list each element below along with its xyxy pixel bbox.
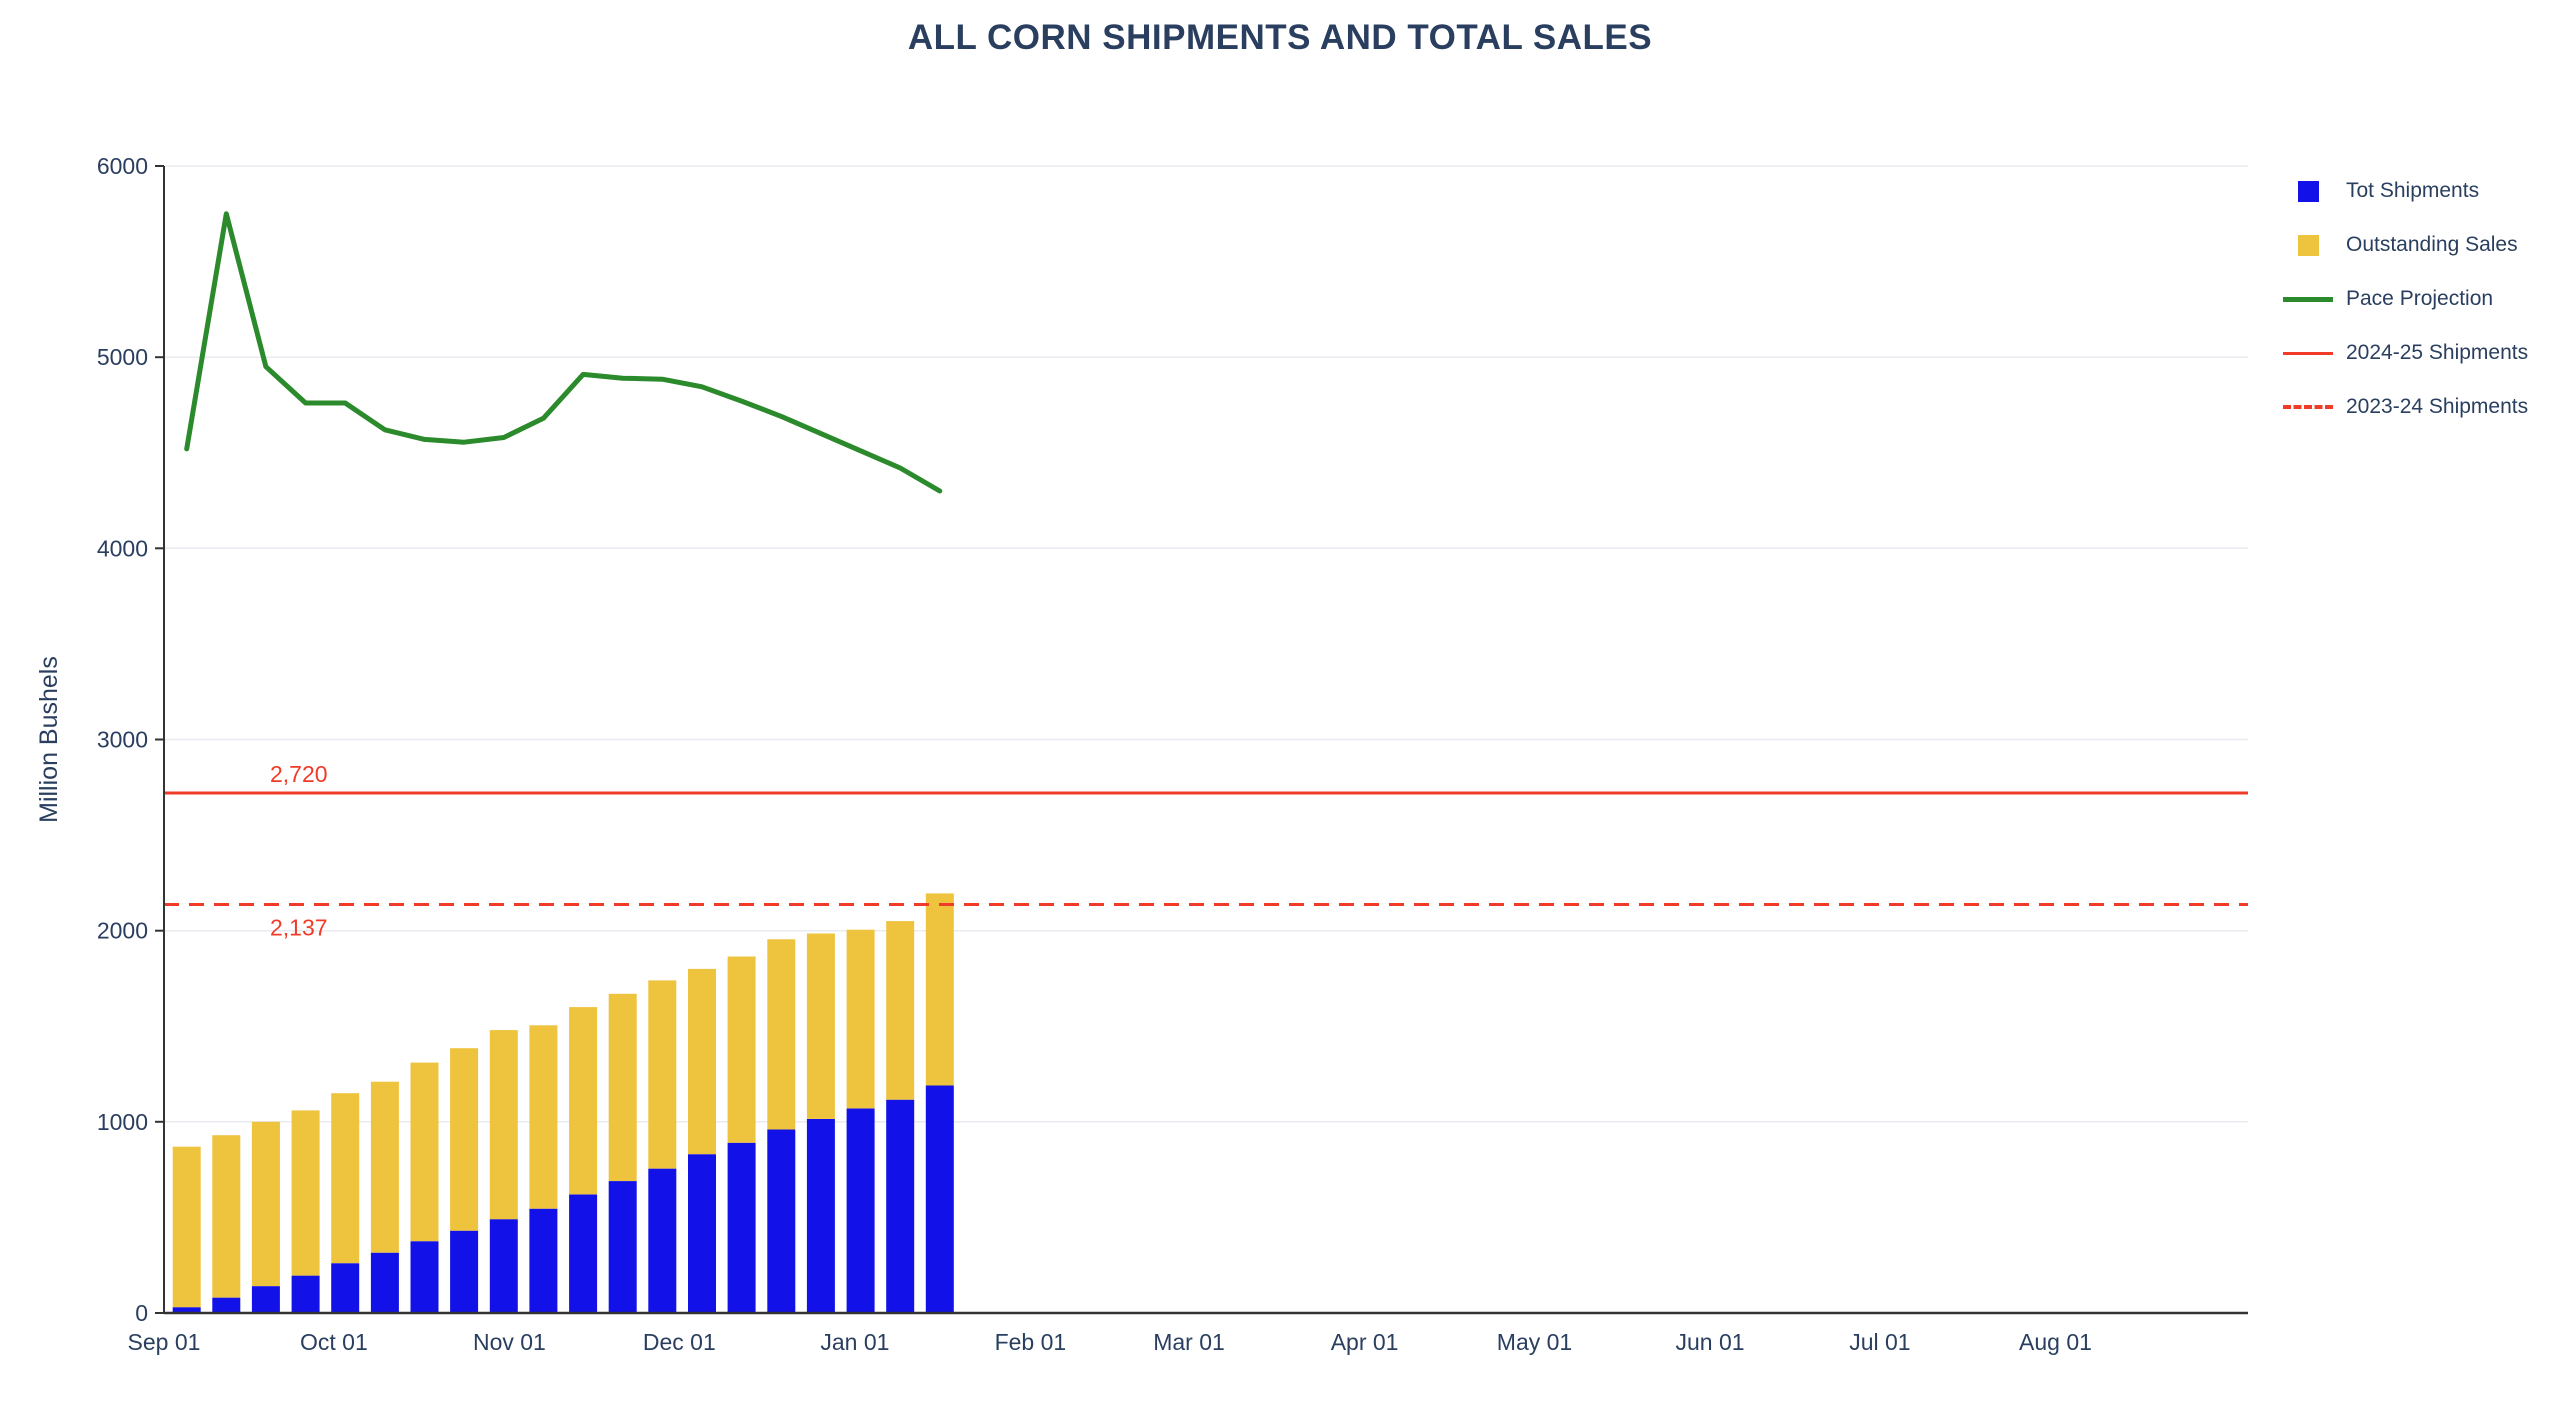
legend-label-tot-shipments: Tot Shipments — [2346, 179, 2480, 202]
x-tick-label: Mar 01 — [1153, 1329, 1225, 1355]
bar-tot-shipments[interactable] — [251, 1286, 280, 1313]
refline-label: 2,137 — [270, 915, 328, 941]
bar-tot-shipments[interactable] — [886, 1099, 915, 1313]
bar-tot-shipments[interactable] — [608, 1181, 637, 1313]
bar-outstanding-sales[interactable] — [846, 929, 875, 1109]
bar-outstanding-sales[interactable] — [925, 893, 954, 1086]
bar-tot-shipments[interactable] — [925, 1085, 954, 1314]
bar-outstanding-sales[interactable] — [410, 1062, 439, 1242]
legend-item-pace-projection[interactable]: Pace Projection — [2283, 272, 2528, 326]
bar-tot-shipments[interactable] — [767, 1129, 796, 1314]
bar-outstanding-sales[interactable] — [331, 1093, 360, 1264]
y-axis-title: Million Bushels — [35, 656, 63, 823]
2024-25-shipments-line-icon — [2283, 351, 2333, 355]
y-tick-label: 4000 — [97, 535, 148, 561]
bar-outstanding-sales[interactable] — [648, 980, 677, 1169]
legend-item-outstanding-sales[interactable]: Outstanding Sales — [2283, 218, 2528, 272]
x-tick-label: Jan 01 — [820, 1329, 889, 1355]
tot-shipments-swatch-icon — [2298, 180, 2319, 202]
y-tick-label: 2000 — [97, 918, 148, 944]
bar-outstanding-sales[interactable] — [251, 1121, 280, 1287]
bar-outstanding-sales[interactable] — [450, 1048, 479, 1231]
bar-outstanding-sales[interactable] — [529, 1025, 558, 1209]
bar-outstanding-sales[interactable] — [767, 939, 796, 1130]
legend-label-2024-25-shipments: 2024-25 Shipments — [2346, 341, 2529, 364]
bar-tot-shipments[interactable] — [846, 1108, 875, 1314]
legend-label-2023-24-shipments: 2023-24 Shipments — [2346, 395, 2529, 418]
bar-outstanding-sales[interactable] — [886, 921, 915, 1100]
legend-item-2024-25-shipments[interactable]: 2024-25 Shipments — [2283, 326, 2528, 380]
y-tick-label: 1000 — [97, 1109, 148, 1135]
legend-label-outstanding-sales: Outstanding Sales — [2346, 233, 2518, 256]
bar-tot-shipments[interactable] — [212, 1297, 241, 1313]
bar-tot-shipments[interactable] — [529, 1208, 558, 1313]
x-tick-label: Jun 01 — [1675, 1329, 1744, 1355]
bar-outstanding-sales[interactable] — [569, 1007, 598, 1195]
bar-tot-shipments[interactable] — [806, 1119, 835, 1313]
y-tick-label: 6000 — [97, 153, 148, 179]
bar-outstanding-sales[interactable] — [727, 956, 756, 1143]
bar-tot-shipments[interactable] — [331, 1263, 360, 1313]
bar-tot-shipments[interactable] — [172, 1307, 201, 1313]
bar-outstanding-sales[interactable] — [370, 1081, 399, 1253]
x-tick-label: Sep 01 — [128, 1329, 201, 1355]
legend: Tot Shipments Outstanding Sales Pace Pro… — [2283, 164, 2528, 434]
bar-outstanding-sales[interactable] — [608, 993, 637, 1182]
bar-tot-shipments[interactable] — [569, 1194, 598, 1314]
bar-outstanding-sales[interactable] — [806, 933, 835, 1119]
x-tick-label: Feb 01 — [995, 1329, 1067, 1355]
bar-tot-shipments[interactable] — [727, 1142, 756, 1313]
chart-title: ALL CORN SHIPMENTS AND TOTAL SALES — [907, 18, 1653, 57]
pace-projection-line-icon — [2283, 296, 2333, 302]
bar-tot-shipments[interactable] — [370, 1252, 399, 1313]
bar-tot-shipments[interactable] — [648, 1168, 677, 1313]
legend-item-tot-shipments[interactable]: Tot Shipments — [2283, 164, 2528, 218]
pace-projection-line — [184, 211, 943, 494]
bar-tot-shipments[interactable] — [688, 1154, 716, 1313]
x-tick-label: Jul 01 — [1849, 1329, 1910, 1355]
outstanding-sales-swatch-icon — [2298, 234, 2319, 256]
2023-24-shipments-dashed-line-icon — [2283, 405, 2333, 409]
bar-outstanding-sales[interactable] — [291, 1110, 320, 1276]
bar-outstanding-sales[interactable] — [212, 1135, 241, 1298]
refline-label: 2,720 — [270, 761, 328, 787]
y-tick-label: 0 — [135, 1300, 148, 1326]
x-tick-label: Dec 01 — [643, 1329, 716, 1355]
bar-outstanding-sales[interactable] — [172, 1146, 201, 1308]
x-tick-label: Oct 01 — [300, 1329, 368, 1355]
x-tick-label: Apr 01 — [1331, 1329, 1399, 1355]
x-tick-label: Aug 01 — [2019, 1329, 2092, 1355]
bar-tot-shipments[interactable] — [489, 1219, 518, 1313]
y-tick-label: 5000 — [97, 344, 148, 370]
bar-tot-shipments[interactable] — [410, 1241, 439, 1313]
bar-tot-shipments[interactable] — [450, 1230, 479, 1313]
y-tick-label: 3000 — [97, 727, 148, 753]
x-tick-label: May 01 — [1497, 1329, 1572, 1355]
bar-outstanding-sales[interactable] — [688, 968, 716, 1155]
x-tick-label: Nov 01 — [473, 1329, 546, 1355]
bar-outstanding-sales[interactable] — [489, 1030, 518, 1220]
legend-label-pace-projection: Pace Projection — [2346, 287, 2494, 310]
bar-tot-shipments[interactable] — [291, 1275, 320, 1313]
legend-item-2023-24-shipments[interactable]: 2023-24 Shipments — [2283, 380, 2528, 434]
